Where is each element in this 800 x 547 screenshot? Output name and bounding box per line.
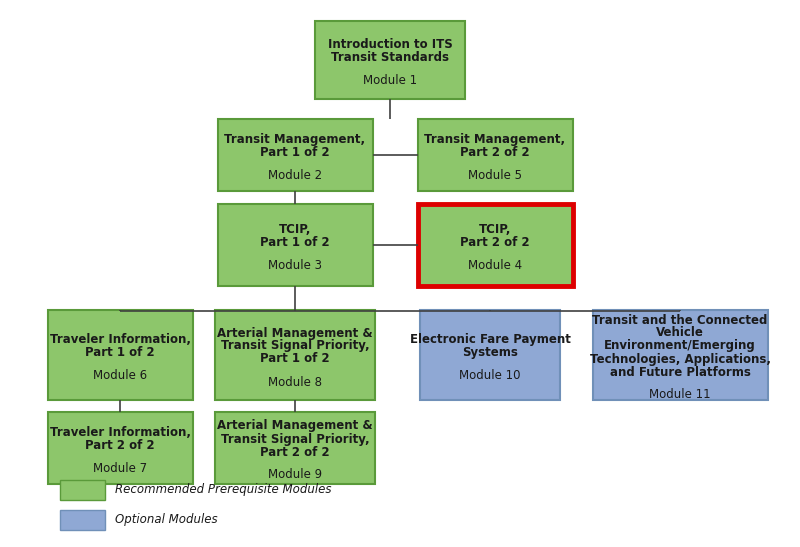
- Text: Part 2 of 2: Part 2 of 2: [85, 439, 155, 452]
- Text: Module 4: Module 4: [468, 259, 522, 272]
- FancyBboxPatch shape: [60, 510, 105, 530]
- Text: TCIP,: TCIP,: [479, 223, 511, 236]
- Text: Technologies, Applications,: Technologies, Applications,: [590, 352, 770, 365]
- Text: Module 7: Module 7: [93, 462, 147, 475]
- Text: Module 8: Module 8: [268, 375, 322, 388]
- Text: Part 1 of 2: Part 1 of 2: [85, 346, 155, 359]
- Text: Module 1: Module 1: [363, 74, 417, 87]
- Text: Optional Modules: Optional Modules: [115, 514, 218, 527]
- Text: Arterial Management &: Arterial Management &: [217, 327, 373, 340]
- Text: Part 1 of 2: Part 1 of 2: [260, 146, 330, 159]
- FancyBboxPatch shape: [60, 480, 105, 500]
- Text: Part 2 of 2: Part 2 of 2: [460, 146, 530, 159]
- Text: Module 2: Module 2: [268, 169, 322, 182]
- Text: Transit Signal Priority,: Transit Signal Priority,: [221, 340, 370, 352]
- FancyBboxPatch shape: [593, 310, 767, 400]
- Text: Transit Management,: Transit Management,: [225, 133, 366, 146]
- Text: Recommended Prerequisite Modules: Recommended Prerequisite Modules: [115, 484, 331, 497]
- Text: Part 2 of 2: Part 2 of 2: [260, 445, 330, 458]
- FancyBboxPatch shape: [47, 412, 193, 484]
- Text: Transit Management,: Transit Management,: [425, 133, 566, 146]
- FancyBboxPatch shape: [218, 204, 373, 286]
- Text: Module 9: Module 9: [268, 468, 322, 481]
- Text: Arterial Management &: Arterial Management &: [217, 420, 373, 433]
- Text: Environment/Emerging: Environment/Emerging: [604, 340, 756, 352]
- Text: Electronic Fare Payment: Electronic Fare Payment: [410, 333, 570, 346]
- Text: Part 2 of 2: Part 2 of 2: [460, 236, 530, 249]
- Text: Part 1 of 2: Part 1 of 2: [260, 352, 330, 365]
- FancyBboxPatch shape: [218, 119, 373, 191]
- FancyBboxPatch shape: [215, 412, 375, 484]
- Text: Vehicle: Vehicle: [656, 327, 704, 340]
- Text: Transit Standards: Transit Standards: [331, 51, 449, 64]
- FancyBboxPatch shape: [315, 21, 465, 99]
- Text: Traveler Information,: Traveler Information,: [50, 426, 190, 439]
- FancyBboxPatch shape: [418, 204, 573, 286]
- Text: TCIP,: TCIP,: [279, 223, 311, 236]
- Text: and Future Platforms: and Future Platforms: [610, 365, 750, 379]
- Text: Transit Signal Priority,: Transit Signal Priority,: [221, 433, 370, 445]
- Text: Introduction to ITS: Introduction to ITS: [328, 38, 452, 51]
- Text: Transit and the Connected: Transit and the Connected: [592, 313, 768, 327]
- Text: Systems: Systems: [462, 346, 518, 359]
- Text: Traveler Information,: Traveler Information,: [50, 333, 190, 346]
- FancyBboxPatch shape: [47, 310, 193, 400]
- Text: Module 5: Module 5: [468, 169, 522, 182]
- FancyBboxPatch shape: [215, 310, 375, 400]
- FancyBboxPatch shape: [420, 310, 560, 400]
- Text: Module 6: Module 6: [93, 369, 147, 382]
- Text: Module 11: Module 11: [649, 388, 711, 401]
- Text: Module 3: Module 3: [268, 259, 322, 272]
- FancyBboxPatch shape: [418, 119, 573, 191]
- Text: Module 10: Module 10: [459, 369, 521, 382]
- Text: Part 1 of 2: Part 1 of 2: [260, 236, 330, 249]
